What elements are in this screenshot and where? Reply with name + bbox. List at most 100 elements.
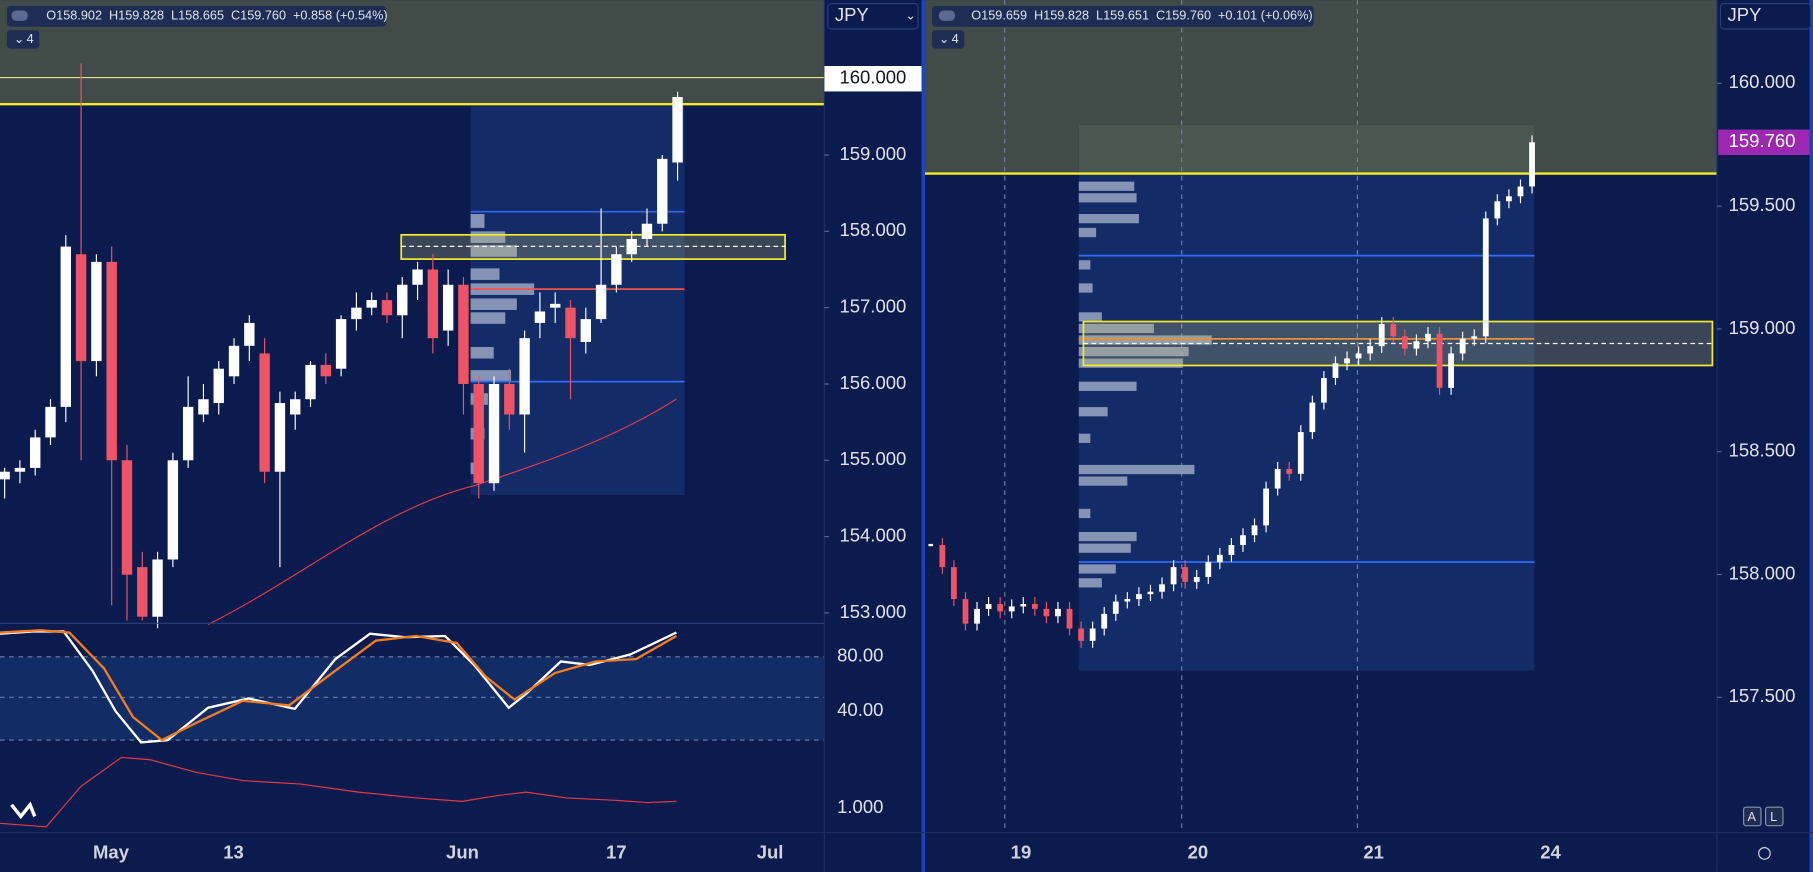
candle-body <box>504 383 515 415</box>
candle-body <box>45 406 56 438</box>
currency-select[interactable] <box>827 2 919 30</box>
candle-body <box>1517 186 1524 197</box>
log-scale-button[interactable] <box>1765 806 1784 827</box>
candle-body <box>1228 545 1235 555</box>
date-label: 17 <box>606 841 627 862</box>
indicator-count: 4 <box>27 31 34 46</box>
candle-body <box>1136 594 1142 600</box>
zone-box <box>1082 320 1714 367</box>
candle-body <box>1378 324 1385 347</box>
collapse-button[interactable] <box>938 10 956 21</box>
candle-body <box>1506 196 1512 202</box>
candle-body <box>550 303 561 308</box>
settings-icon[interactable] <box>1758 847 1771 860</box>
stochastic-d <box>0 629 677 742</box>
button-text: L <box>1770 809 1777 824</box>
panel-border <box>1809 0 1813 872</box>
auto-scale-button[interactable] <box>1743 806 1762 827</box>
candle-body <box>1390 324 1397 337</box>
candle-body <box>1089 628 1096 641</box>
candle-body <box>1008 606 1015 612</box>
candle-body <box>397 284 408 316</box>
legend-box <box>6 5 387 27</box>
candle-body <box>259 353 270 472</box>
candle-body <box>997 603 1004 612</box>
candle-body <box>1401 336 1408 349</box>
candle-body <box>274 403 286 472</box>
candle-body <box>182 406 194 461</box>
candle-body <box>1055 608 1061 617</box>
profile-box-top <box>1078 124 1535 174</box>
candle-body <box>137 567 148 617</box>
candle-body <box>1020 603 1027 607</box>
currency-select[interactable] <box>1719 2 1812 30</box>
oscillator-levels <box>0 656 825 741</box>
candle-body <box>366 300 377 308</box>
candle-body <box>1436 333 1443 388</box>
legend-item: L158.665 <box>171 8 224 23</box>
candle-body <box>14 467 26 472</box>
badge-box[interactable] <box>6 30 40 49</box>
price-label: 154.000 <box>839 524 906 545</box>
candle-body <box>928 543 934 547</box>
currency: JPY <box>1727 4 1761 25</box>
candle-body <box>106 261 117 461</box>
logo <box>10 801 37 820</box>
candle-body <box>121 460 133 575</box>
candle-body <box>1459 338 1466 354</box>
last-price-label: 159.760 <box>1729 130 1796 151</box>
candle-body <box>1066 608 1073 629</box>
oscillator-label: 80.00 <box>837 645 883 666</box>
price-label: 156.000 <box>839 372 906 393</box>
candle-body <box>580 319 592 342</box>
candle-body <box>427 269 439 339</box>
ohlc-legend: O159.659 H159.828 L159.651 C159.760 +0.101 (… <box>971 8 1312 23</box>
price-label: 158.500 <box>1729 440 1796 461</box>
candle-body <box>1482 218 1489 337</box>
date-label: 20 <box>1188 841 1209 862</box>
candles <box>928 135 1535 648</box>
badge-chevron: ⌄ <box>939 31 950 46</box>
candle-body <box>30 437 41 468</box>
candle-body <box>1529 142 1535 187</box>
candle-body <box>1355 353 1362 359</box>
indicator-count: 4 <box>952 31 959 46</box>
candle-body <box>657 158 668 224</box>
button-text: A <box>1747 809 1756 824</box>
candle-body <box>91 261 102 362</box>
price-label: 159.000 <box>839 143 906 164</box>
legend-item: O158.902 <box>46 8 102 23</box>
candle-body <box>1193 576 1200 582</box>
panel-divider <box>921 0 925 872</box>
candle-body <box>1101 613 1108 629</box>
candle-body <box>0 471 10 480</box>
price-tag <box>824 66 922 92</box>
candle-body <box>1274 468 1281 489</box>
candle-body <box>1159 584 1165 592</box>
candle-body <box>1448 353 1454 388</box>
session-lines <box>1004 0 1359 833</box>
candle-body <box>305 364 316 400</box>
candle-body <box>228 345 240 377</box>
candle-body <box>1078 628 1084 641</box>
badge-chevron: ⌄ <box>14 31 25 46</box>
chevron: ⌄ <box>905 8 916 23</box>
candle-body <box>1494 201 1501 219</box>
candle-body <box>198 399 209 415</box>
candle-body <box>985 603 992 609</box>
candle-body <box>534 311 546 323</box>
date-label: 21 <box>1363 841 1384 862</box>
price-label: 155.000 <box>839 448 906 469</box>
price-label: 157.500 <box>1729 685 1796 706</box>
legend-item: +0.101 (+0.06%) <box>1218 8 1313 23</box>
price-label: 160.000 <box>839 67 906 88</box>
candle-body <box>519 338 530 415</box>
legend-item: H159.828 <box>1034 8 1089 23</box>
candle-body <box>458 284 469 384</box>
badge-box[interactable] <box>931 30 965 49</box>
candles <box>0 63 683 629</box>
candle-body <box>1332 363 1339 379</box>
collapse-button[interactable] <box>11 10 28 21</box>
candle-body <box>75 254 87 362</box>
